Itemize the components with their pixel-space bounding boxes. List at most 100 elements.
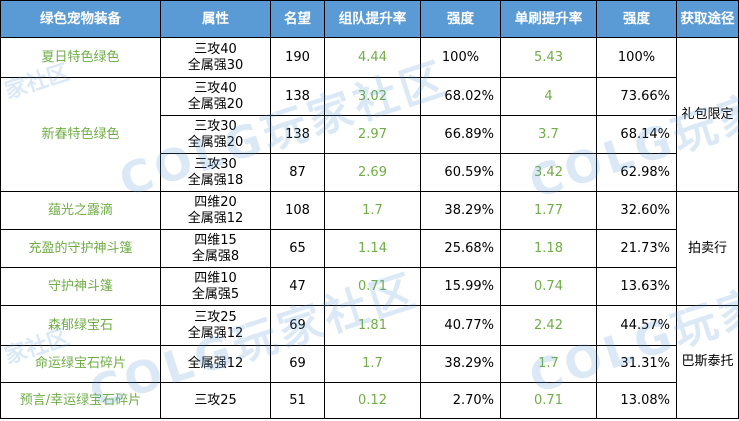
attribute-cell: 三攻25 [160,382,271,419]
team-rate-cell: 0.71 [324,267,421,306]
team-rate-cell: 2.97 [324,115,421,154]
solo-strength-cell: 32.60% [596,191,677,230]
solo-strength-cell: 13.63% [596,267,677,306]
solo-strength-cell: 62.98% [596,153,677,192]
equipment-name: 充盈的守护神斗篷 [0,229,161,268]
team-rate-cell: 1.7 [324,191,421,230]
equipment-name: 守护神斗篷 [0,267,161,306]
source-cell: 拍卖行 [676,191,739,306]
fame-cell: 190 [270,37,325,78]
team-strength-cell: 38.29% [420,191,501,230]
source-cell: 礼包限定 [676,37,739,192]
attribute-line: 全属强12 [187,325,244,341]
table-row: 守护神斗篷 四维10 全属强5 47 0.71 15.99% 0.74 13.6… [0,267,739,306]
attribute-line: 全属强18 [187,172,244,188]
header-attribute: 属性 [160,0,271,38]
table-row: 三攻30 全属强20 138 2.97 66.89% 3.7 68.14% [1,115,739,154]
fame-cell: 51 [270,382,325,419]
header-row: 绿色宠物装备 属性 名望 组队提升率 强度 单刷提升率 强度 获取途径 [0,0,739,38]
solo-rate-cell: 4 [500,77,597,116]
team-strength-cell: 66.89% [420,115,501,154]
header-source: 获取途径 [676,0,739,38]
header-equipment: 绿色宠物装备 [0,0,161,38]
team-strength-cell: 100% [420,37,501,78]
solo-rate-cell: 3.7 [500,115,597,154]
team-rate-cell: 1.7 [324,345,421,383]
attribute-cell: 全属强12 [160,345,271,383]
solo-strength-cell: 100% [596,37,677,78]
team-strength-cell: 15.99% [420,267,501,306]
fame-cell: 47 [270,267,325,306]
team-rate-cell: 3.02 [324,77,421,116]
fame-cell: 138 [270,77,325,116]
solo-strength-cell: 68.14% [596,115,677,154]
team-strength-cell: 60.59% [420,153,501,192]
attribute-cell: 三攻40 全属强20 [160,77,271,116]
equipment-name: 预言/幸运绿宝石碎片 [0,382,161,419]
solo-rate-cell: 2.42 [500,305,597,346]
solo-rate-cell: 5.43 [500,37,597,78]
attribute-cell: 四维10 全属强5 [160,267,271,306]
equipment-name: 森郁绿宝石 [0,305,161,346]
team-rate-cell: 2.69 [324,153,421,192]
solo-strength-cell: 73.66% [596,77,677,116]
header-solo-strength: 强度 [596,0,677,38]
attribute-cell: 三攻25 全属强12 [160,305,271,346]
attribute-cell: 三攻30 全属强18 [160,153,271,192]
table-row: 三攻30 全属强18 87 2.69 60.59% 3.42 62.98% [1,153,739,192]
header-solo-rate: 单刷提升率 [500,0,597,38]
fame-cell: 69 [270,345,325,383]
attribute-cell: 三攻40 全属强30 [160,37,271,78]
team-strength-cell: 2.70% [420,382,501,419]
solo-rate-cell: 1.77 [500,191,597,230]
attribute-line: 四维15 [194,232,237,248]
solo-strength-cell: 13.08% [596,382,677,419]
header-fame: 名望 [270,0,325,38]
solo-strength-cell: 44.57% [596,305,677,346]
table-row: 新春特色绿色 三攻40 全属强20 138 3.02 68.02% 4 73.6… [0,77,739,192]
attribute-line: 全属强20 [187,96,244,112]
solo-rate-cell: 1.7 [500,345,597,383]
team-rate-cell: 0.12 [324,382,421,419]
attribute-line: 全属强12 [187,210,244,226]
team-strength-cell: 40.77% [420,305,501,346]
table-row: 充盈的守护神斗篷 四维15 全属强8 65 1.14 25.68% 1.18 2… [0,229,739,268]
attribute-line: 三攻40 [194,41,237,57]
attribute-line: 全属强5 [191,286,240,302]
team-strength-cell: 68.02% [420,77,501,116]
attribute-line: 全属强8 [191,248,240,264]
attribute-line: 四维20 [194,194,237,210]
attribute-cell: 四维15 全属强8 [160,229,271,268]
attribute-line: 全属强30 [187,57,244,73]
header-team-strength: 强度 [420,0,501,38]
attribute-cell: 三攻30 全属强20 [160,115,271,154]
attribute-line: 四维10 [194,270,237,286]
fame-cell: 108 [270,191,325,230]
solo-rate-cell: 3.42 [500,153,597,192]
table-row: 森郁绿宝石 三攻25 全属强12 69 1.81 40.77% 2.42 44.… [0,305,739,419]
equipment-name: 蕴光之露滴 [0,191,161,230]
table-row: 蕴光之露滴 四维20 全属强12 108 1.7 38.29% 1.77 32.… [0,191,739,306]
table-row: 夏日特色绿色 三攻40 全属强30 190 4.44 100% 5.43 100… [0,37,739,192]
equipment-name: 新春特色绿色 [0,77,161,192]
equipment-name: 夏日特色绿色 [0,37,161,78]
table-row: 命运绿宝石碎片 全属强12 69 1.7 38.29% 1.7 31.31% [0,345,739,383]
team-rate-cell: 4.44 [324,37,421,78]
attribute-line: 三攻30 [194,118,237,134]
solo-rate-cell: 0.74 [500,267,597,306]
solo-rate-cell: 1.18 [500,229,597,268]
attribute-line: 三攻40 [194,80,237,96]
attribute-line: 三攻25 [194,309,237,325]
solo-strength-cell: 21.73% [596,229,677,268]
fame-cell: 87 [270,153,325,192]
team-rate-cell: 1.81 [324,305,421,346]
solo-strength-cell: 31.31% [596,345,677,383]
attribute-line: 全属强20 [187,134,244,150]
team-strength-cell: 38.29% [420,345,501,383]
header-team-rate: 组队提升率 [324,0,421,38]
solo-rate-cell: 0.71 [500,382,597,419]
team-rate-cell: 1.14 [324,229,421,268]
fame-cell: 138 [270,115,325,154]
source-cell: 巴斯泰托 [676,305,739,419]
